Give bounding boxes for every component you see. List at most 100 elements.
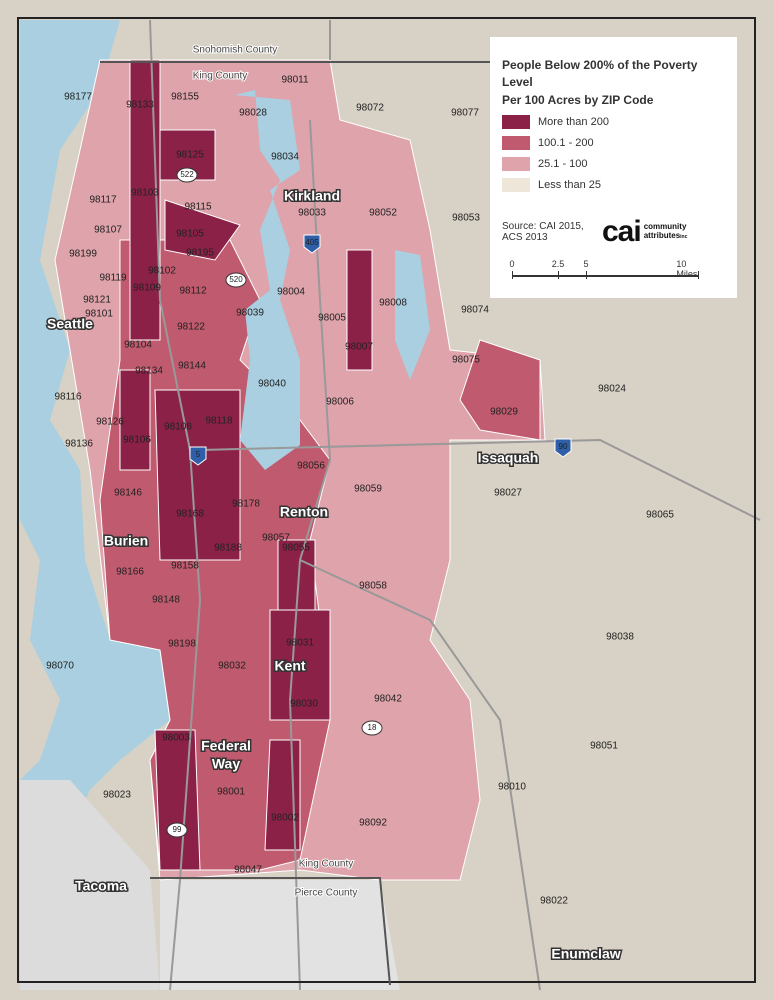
highway-shield — [554, 438, 572, 458]
zip-label: 98032 — [218, 661, 246, 672]
legend-subtitle: Per 100 Acres by ZIP Code — [502, 93, 654, 107]
roads — [149, 19, 761, 991]
zip-label: 98177 — [64, 92, 92, 103]
legend-title: People Below 200% of the Poverty Level — [502, 58, 698, 89]
zip-label: 98039 — [236, 308, 264, 319]
zip-area — [459, 339, 541, 441]
highway-label: 5 — [196, 450, 201, 459]
zip-label: 98029 — [490, 407, 518, 418]
zip-label: 98198 — [168, 639, 196, 650]
zip-label: 98125 — [176, 150, 204, 161]
legend-swatch — [502, 156, 530, 171]
zip-label: 98002 — [271, 813, 299, 824]
pierce-area — [20, 780, 160, 990]
zip-label: 98072 — [356, 103, 384, 114]
zip-label: 98022 — [540, 896, 568, 907]
zip-label: 98006 — [326, 397, 354, 408]
zip-label: 98031 — [286, 638, 314, 649]
zip-label: 98005 — [318, 313, 346, 324]
legend-items: More than 200 100.1 - 200 25.1 - 100 Less t… — [502, 111, 725, 195]
zip-label: 98117 — [89, 195, 117, 206]
water — [20, 20, 170, 960]
zip-label: 98108 — [164, 422, 192, 433]
county-label: King County — [299, 859, 353, 870]
highway-shield — [176, 167, 198, 183]
zip-label: 98134 — [135, 366, 163, 377]
legend-label: 25.1 - 100 — [538, 157, 588, 170]
zip-label: 98148 — [152, 595, 180, 606]
scale-tick — [512, 271, 513, 279]
city-label: Enumclaw — [551, 946, 620, 962]
scale-tick — [698, 271, 699, 279]
zip-label: 98070 — [46, 661, 74, 672]
zip-area — [119, 59, 373, 871]
zip-label: 98042 — [374, 694, 402, 705]
frame — [17, 17, 756, 983]
city-label: Renton — [280, 504, 328, 520]
zip-label: 98034 — [271, 152, 299, 163]
legend-item: 25.1 - 100 — [502, 153, 725, 174]
highway-label: 405 — [305, 238, 319, 247]
lake — [395, 250, 430, 380]
zip-label: 98007 — [345, 342, 373, 353]
city-label: Tacoma — [75, 878, 127, 894]
zip-label: 98058 — [359, 581, 387, 592]
zip-label: 98122 — [177, 322, 205, 333]
zip-label: 98027 — [494, 488, 522, 499]
zip-label: 98168 — [176, 509, 204, 520]
legend-item: Less than 25 — [502, 174, 725, 195]
zip-label: 98166 — [116, 567, 144, 578]
zip-label: 98057 — [262, 533, 290, 544]
source-row: Source: CAI 2015, ACS 2013 cai community… — [502, 215, 725, 249]
zip-label: 98065 — [646, 510, 674, 521]
source-line: Source: CAI 2015, — [502, 221, 584, 232]
city-label: Kent — [274, 658, 305, 674]
highway-shield — [166, 822, 188, 838]
zip-label: 98003 — [162, 733, 190, 744]
zip-label: 98109 — [133, 283, 161, 294]
county-line — [150, 877, 391, 986]
highway-label: 522 — [180, 170, 194, 179]
zip-label: 98059 — [354, 484, 382, 495]
logo-suffix: inc — [680, 234, 688, 240]
highway-shield — [361, 720, 383, 736]
zip-label: 98146 — [114, 488, 142, 499]
zip-label: 98024 — [598, 384, 626, 395]
zip-label: 98126 — [96, 417, 124, 428]
zip-label: 98107 — [94, 225, 122, 236]
logo-text: community attributesinc — [644, 222, 688, 242]
highway-shield — [303, 234, 321, 254]
zip-label: 98055 — [282, 543, 310, 554]
zip-label: 98010 — [498, 782, 526, 793]
logo: cai community attributesinc — [602, 215, 687, 249]
zip-label: 98075 — [452, 355, 480, 366]
scale-label: 10 Miles — [676, 259, 698, 279]
legend-swatch — [502, 177, 530, 192]
zip-label: 98047 — [234, 865, 262, 876]
scale-label: 2.5 — [551, 259, 565, 269]
zip-label: 98092 — [359, 818, 387, 829]
city-label: Kirkland — [284, 188, 340, 204]
legend-swatch — [502, 114, 530, 129]
city-label: Seattle — [47, 316, 93, 332]
zip-label: 98028 — [239, 108, 267, 119]
island — [20, 520, 60, 780]
zip-label: 98101 — [85, 309, 113, 320]
zip-label: 98121 — [83, 295, 111, 306]
legend-item: 100.1 - 200 — [502, 132, 725, 153]
pierce-area — [160, 880, 400, 990]
legend-item: More than 200 — [502, 111, 725, 132]
zip-label: 98053 — [452, 213, 480, 224]
zip-label: 98119 — [99, 273, 127, 284]
zip-label: 98040 — [258, 379, 286, 390]
legend-label: 100.1 - 200 — [538, 136, 594, 149]
zip-label: 98178 — [232, 499, 260, 510]
legend-swatch — [502, 135, 530, 150]
zip-label: 98105 — [176, 229, 204, 240]
legend-label: Less than 25 — [538, 178, 601, 191]
zip-label: 98103 — [131, 188, 159, 199]
zip-label: 98052 — [369, 208, 397, 219]
zip-label: 98033 — [298, 208, 326, 219]
logo-line: attributesinc — [644, 231, 688, 242]
